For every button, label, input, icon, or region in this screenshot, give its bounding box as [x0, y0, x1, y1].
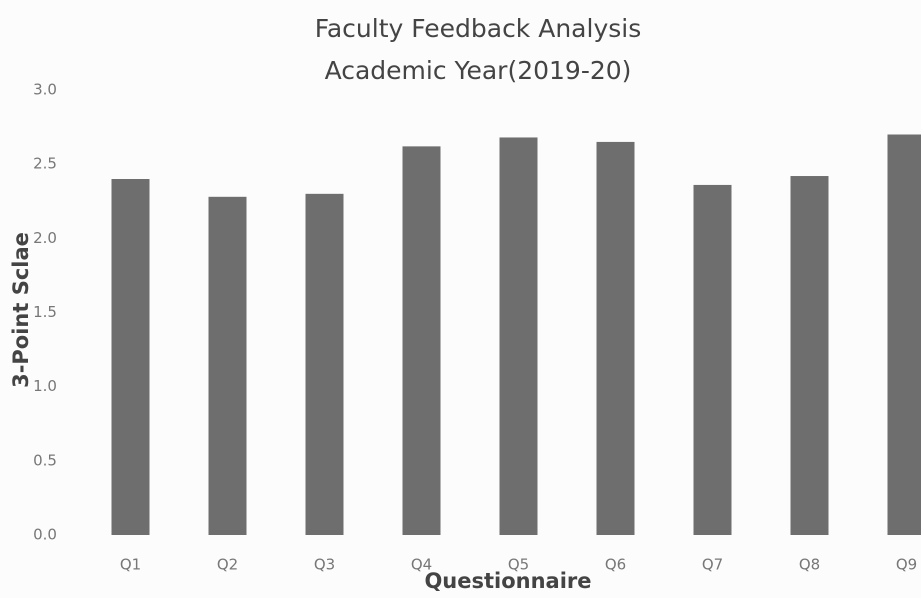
y-tick-label: 0.0 — [33, 526, 57, 544]
x-tick-label: Q1 — [120, 556, 141, 574]
y-axis-label: 3-Point Sclae — [9, 232, 33, 388]
x-tick-label: Q2 — [217, 556, 238, 574]
bar — [305, 193, 344, 536]
bar — [208, 196, 247, 536]
x-tick-label: Q3 — [314, 556, 335, 574]
y-tick-label: 2.5 — [33, 155, 57, 173]
chart-subtitle: Academic Year(2019-20) — [325, 56, 632, 85]
bar — [111, 179, 150, 535]
y-tick-label: 1.0 — [33, 377, 57, 395]
y-tick-label: 3.0 — [33, 81, 57, 99]
y-tick-label: 2.0 — [33, 229, 57, 247]
bar — [790, 176, 829, 536]
y-tick-label: 0.5 — [33, 451, 57, 469]
x-tick-label: Q9 — [896, 556, 917, 574]
x-tick-label: Q5 — [508, 556, 529, 574]
chart-title: Faculty Feedback Analysis — [315, 14, 642, 43]
x-tick-label: Q4 — [411, 556, 432, 574]
bar — [402, 146, 441, 535]
x-axis-label: Questionnaire — [424, 569, 591, 593]
x-tick-label: Q7 — [702, 556, 723, 574]
bar — [887, 134, 921, 535]
y-tick-label: 1.5 — [33, 303, 57, 321]
x-tick-label: Q8 — [799, 556, 820, 574]
bar — [596, 141, 635, 535]
bar — [693, 184, 732, 535]
x-tick-label: Q6 — [605, 556, 626, 574]
bar — [499, 137, 538, 535]
